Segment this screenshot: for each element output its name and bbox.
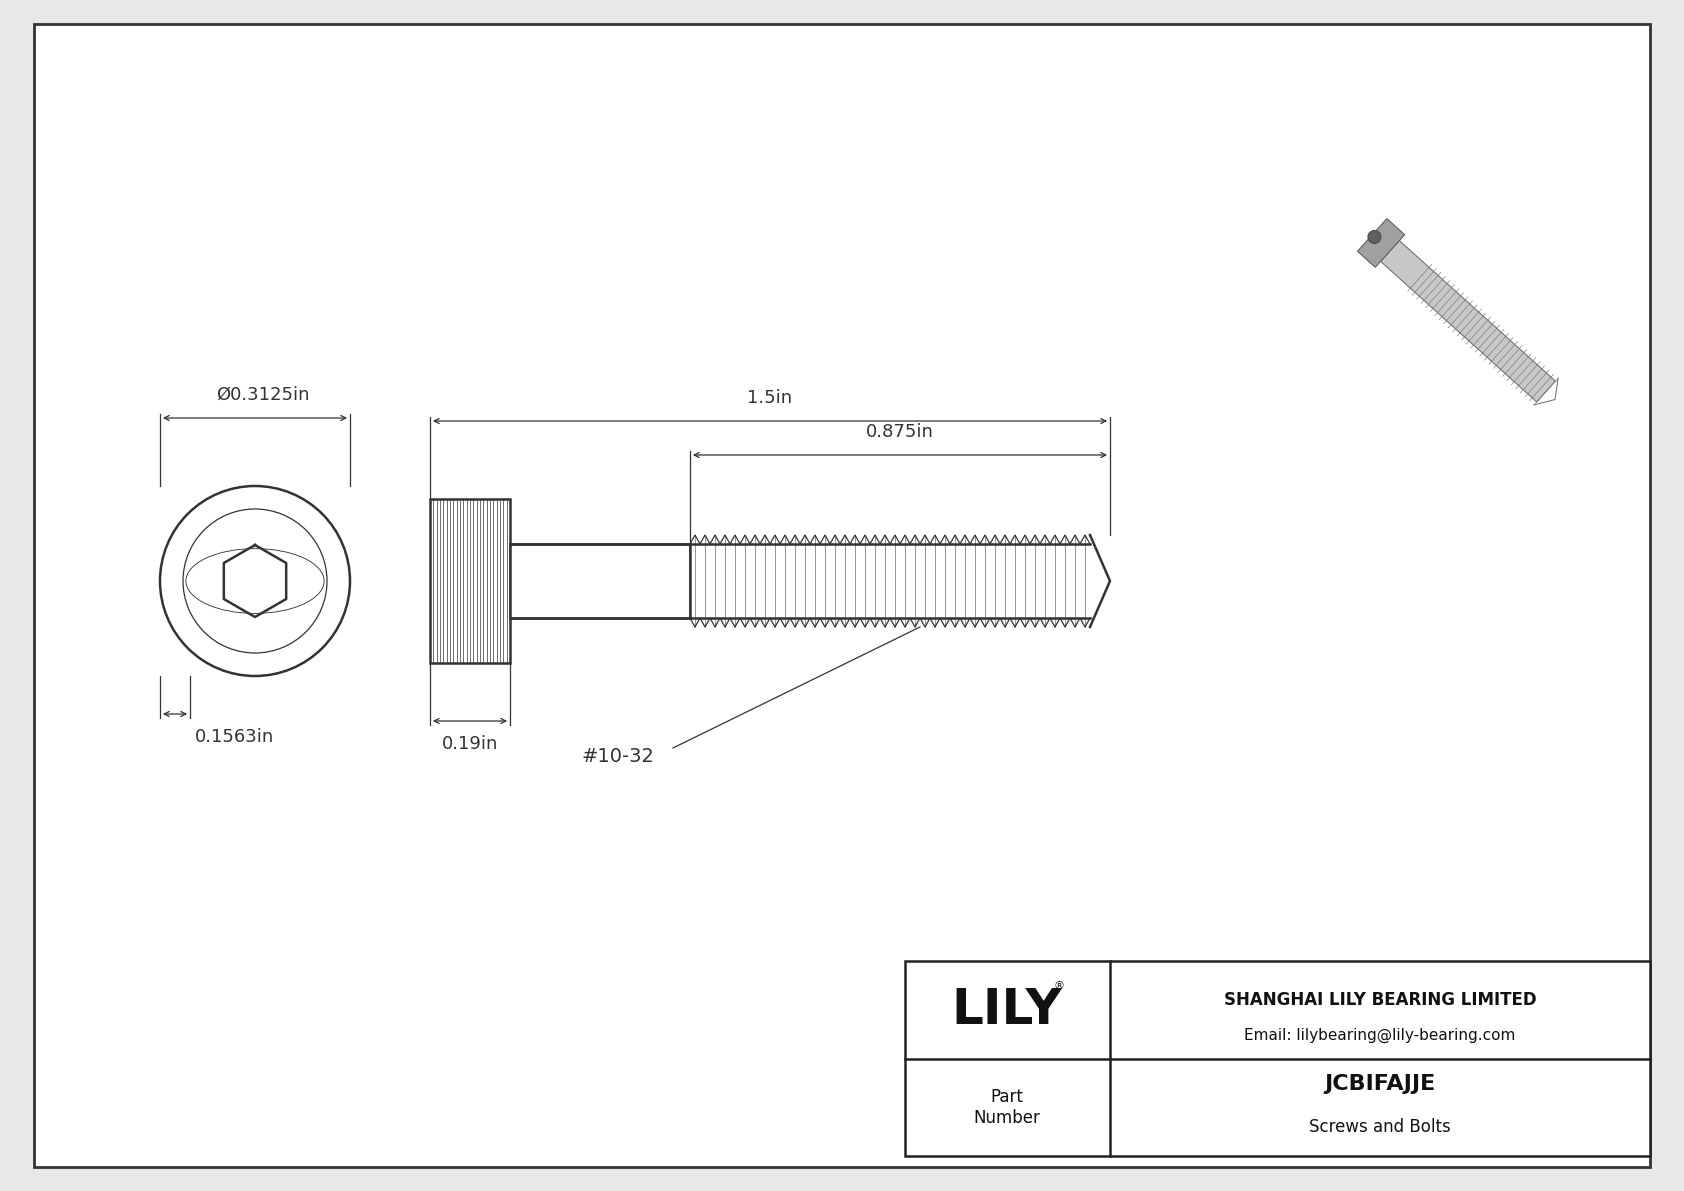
Bar <box>429 499 510 663</box>
Text: LILY: LILY <box>951 986 1063 1034</box>
Circle shape <box>160 486 350 676</box>
Text: 0.1563in: 0.1563in <box>195 728 274 746</box>
Ellipse shape <box>1367 230 1381 243</box>
Polygon shape <box>1357 219 1404 267</box>
Text: SHANGHAI LILY BEARING LIMITED: SHANGHAI LILY BEARING LIMITED <box>1224 991 1536 1009</box>
Text: Ø0.3125in: Ø0.3125in <box>216 386 310 404</box>
Text: Part
Number: Part Number <box>973 1087 1041 1127</box>
Text: 0.875in: 0.875in <box>866 423 935 441</box>
Bar <box>904 961 1650 1156</box>
Text: Screws and Bolts: Screws and Bolts <box>1308 1117 1452 1136</box>
Text: JCBIFAJJE: JCBIFAJJE <box>1324 1074 1436 1093</box>
Circle shape <box>184 509 327 653</box>
Text: Email: lilybearing@lily-bearing.com: Email: lilybearing@lily-bearing.com <box>1244 1028 1516 1042</box>
Text: 0.19in: 0.19in <box>441 735 498 753</box>
Text: #10-32: #10-32 <box>581 747 655 766</box>
Text: ®: ® <box>1054 980 1064 991</box>
Bar <box>690 544 1090 618</box>
Polygon shape <box>1381 241 1556 401</box>
Bar <box>510 544 690 618</box>
Text: 1.5in: 1.5in <box>748 389 793 407</box>
